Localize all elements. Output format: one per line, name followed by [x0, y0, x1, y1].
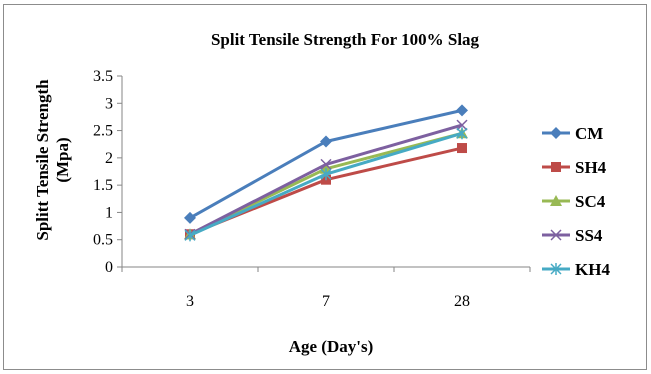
chart-frame [3, 4, 647, 370]
x-tick-label: 3 [186, 293, 194, 310]
legend-item-sc4: SC4 [542, 192, 606, 211]
legend-marker-kh4 [550, 263, 562, 275]
x-tick-label: 7 [322, 293, 330, 310]
series-kh4 [184, 127, 468, 242]
y-tick-label: 0 [105, 259, 113, 276]
y-tick-label: 2 [105, 150, 113, 167]
data-point-ss4 [320, 158, 332, 170]
legend-item-kh4: KH4 [542, 260, 610, 279]
data-point-cm [456, 104, 468, 117]
x-axis-ticks: 3 7 28 [121, 267, 531, 310]
y-axis-label: Splitt Tensile Strength (Mpa) [33, 79, 72, 241]
y-tick-label: 3 [105, 95, 113, 112]
data-point-cm [320, 135, 332, 148]
y-axis-label-line-2: (Mpa) [53, 137, 72, 182]
data-point-ss4 [456, 119, 468, 131]
legend-label-cm: CM [575, 124, 603, 143]
legend-marker-sc4 [550, 195, 562, 206]
legend-marker-sh4 [551, 162, 561, 172]
series-cm [184, 104, 468, 224]
x-axis-label: Age (Day's) [289, 337, 374, 356]
legend-label-kh4: KH4 [575, 260, 610, 279]
data-point-cm [184, 211, 196, 224]
series-layer [184, 104, 468, 242]
data-point-kh4 [184, 229, 196, 242]
y-tick-label: 2.5 [93, 123, 113, 140]
y-tick-label: 3.5 [93, 68, 113, 85]
legend-label-sc4: SC4 [575, 192, 606, 211]
legend-item-ss4: SS4 [542, 226, 603, 245]
data-point-kh4 [320, 168, 332, 181]
legend: CM SH4 SC4 SS4 KH4 [542, 124, 610, 279]
y-axis-label-line-1: Splitt Tensile Strength [33, 79, 52, 241]
legend-marker-ss4 [550, 229, 562, 241]
series-sh4 [185, 143, 467, 240]
legend-item-sh4: SH4 [542, 158, 607, 177]
series-line-sh4 [189, 146, 463, 236]
chart-title: Split Tensile Strength For 100% Slag [211, 30, 480, 49]
x-tick-label: 28 [454, 293, 470, 310]
legend-item-cm: CM [542, 124, 603, 143]
y-tick-label: 1.5 [93, 177, 113, 194]
y-axis-ticks: 0 0.5 1 1.5 2 2.5 3 3.5 [93, 68, 122, 276]
data-point-sh4 [457, 143, 467, 154]
legend-label-sh4: SH4 [575, 158, 607, 177]
legend-marker-cm [550, 127, 562, 139]
data-point-kh4 [456, 127, 468, 140]
y-tick-label: 1 [105, 204, 113, 221]
legend-label-ss4: SS4 [575, 226, 603, 245]
y-tick-label: 0.5 [93, 232, 113, 249]
